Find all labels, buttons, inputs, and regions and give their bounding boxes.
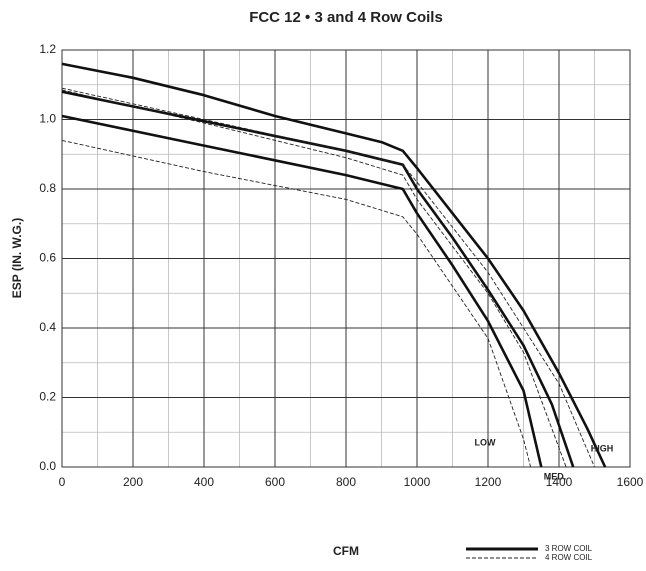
y-tick-label: 1.2 [39, 42, 56, 56]
speed-label: MED. [544, 471, 567, 481]
x-tick-label: 1400 [546, 475, 573, 489]
x-tick-label: 1000 [404, 475, 431, 489]
legend-label: 4 ROW COIL [545, 553, 593, 562]
y-tick-label: 0.8 [39, 181, 56, 195]
x-tick-label: 800 [336, 475, 356, 489]
y-tick-label: 0.6 [39, 251, 56, 265]
x-tick-label: 600 [265, 475, 285, 489]
y-axis-label: ESP (IN. W.G.) [10, 218, 24, 298]
x-tick-label: 400 [194, 475, 214, 489]
fan-curve [61, 114, 543, 468]
chart-title: FCC 12 • 3 and 4 Row Coils [249, 9, 443, 26]
x-tick-label: 0 [59, 475, 66, 489]
fan-curve [61, 87, 595, 468]
x-tick-label: 200 [123, 475, 143, 489]
y-tick-label: 0.2 [39, 390, 56, 404]
y-tick-label: 1.0 [39, 112, 56, 126]
x-axis-label: CFM [333, 544, 359, 558]
y-tick-label: 0.0 [39, 459, 56, 473]
legend-label: 3 ROW COIL [545, 544, 593, 553]
speed-label: HIGH [591, 443, 614, 453]
y-tick-label: 0.4 [39, 320, 56, 334]
speed-label: LOW [475, 437, 496, 447]
x-tick-label: 1200 [475, 475, 502, 489]
fan-curve [61, 62, 607, 468]
plot-frame [61, 49, 631, 468]
fan-curve [61, 90, 575, 468]
fan-curve [61, 89, 567, 468]
fan-curve [61, 139, 532, 468]
x-tick-label: 1600 [617, 475, 644, 489]
